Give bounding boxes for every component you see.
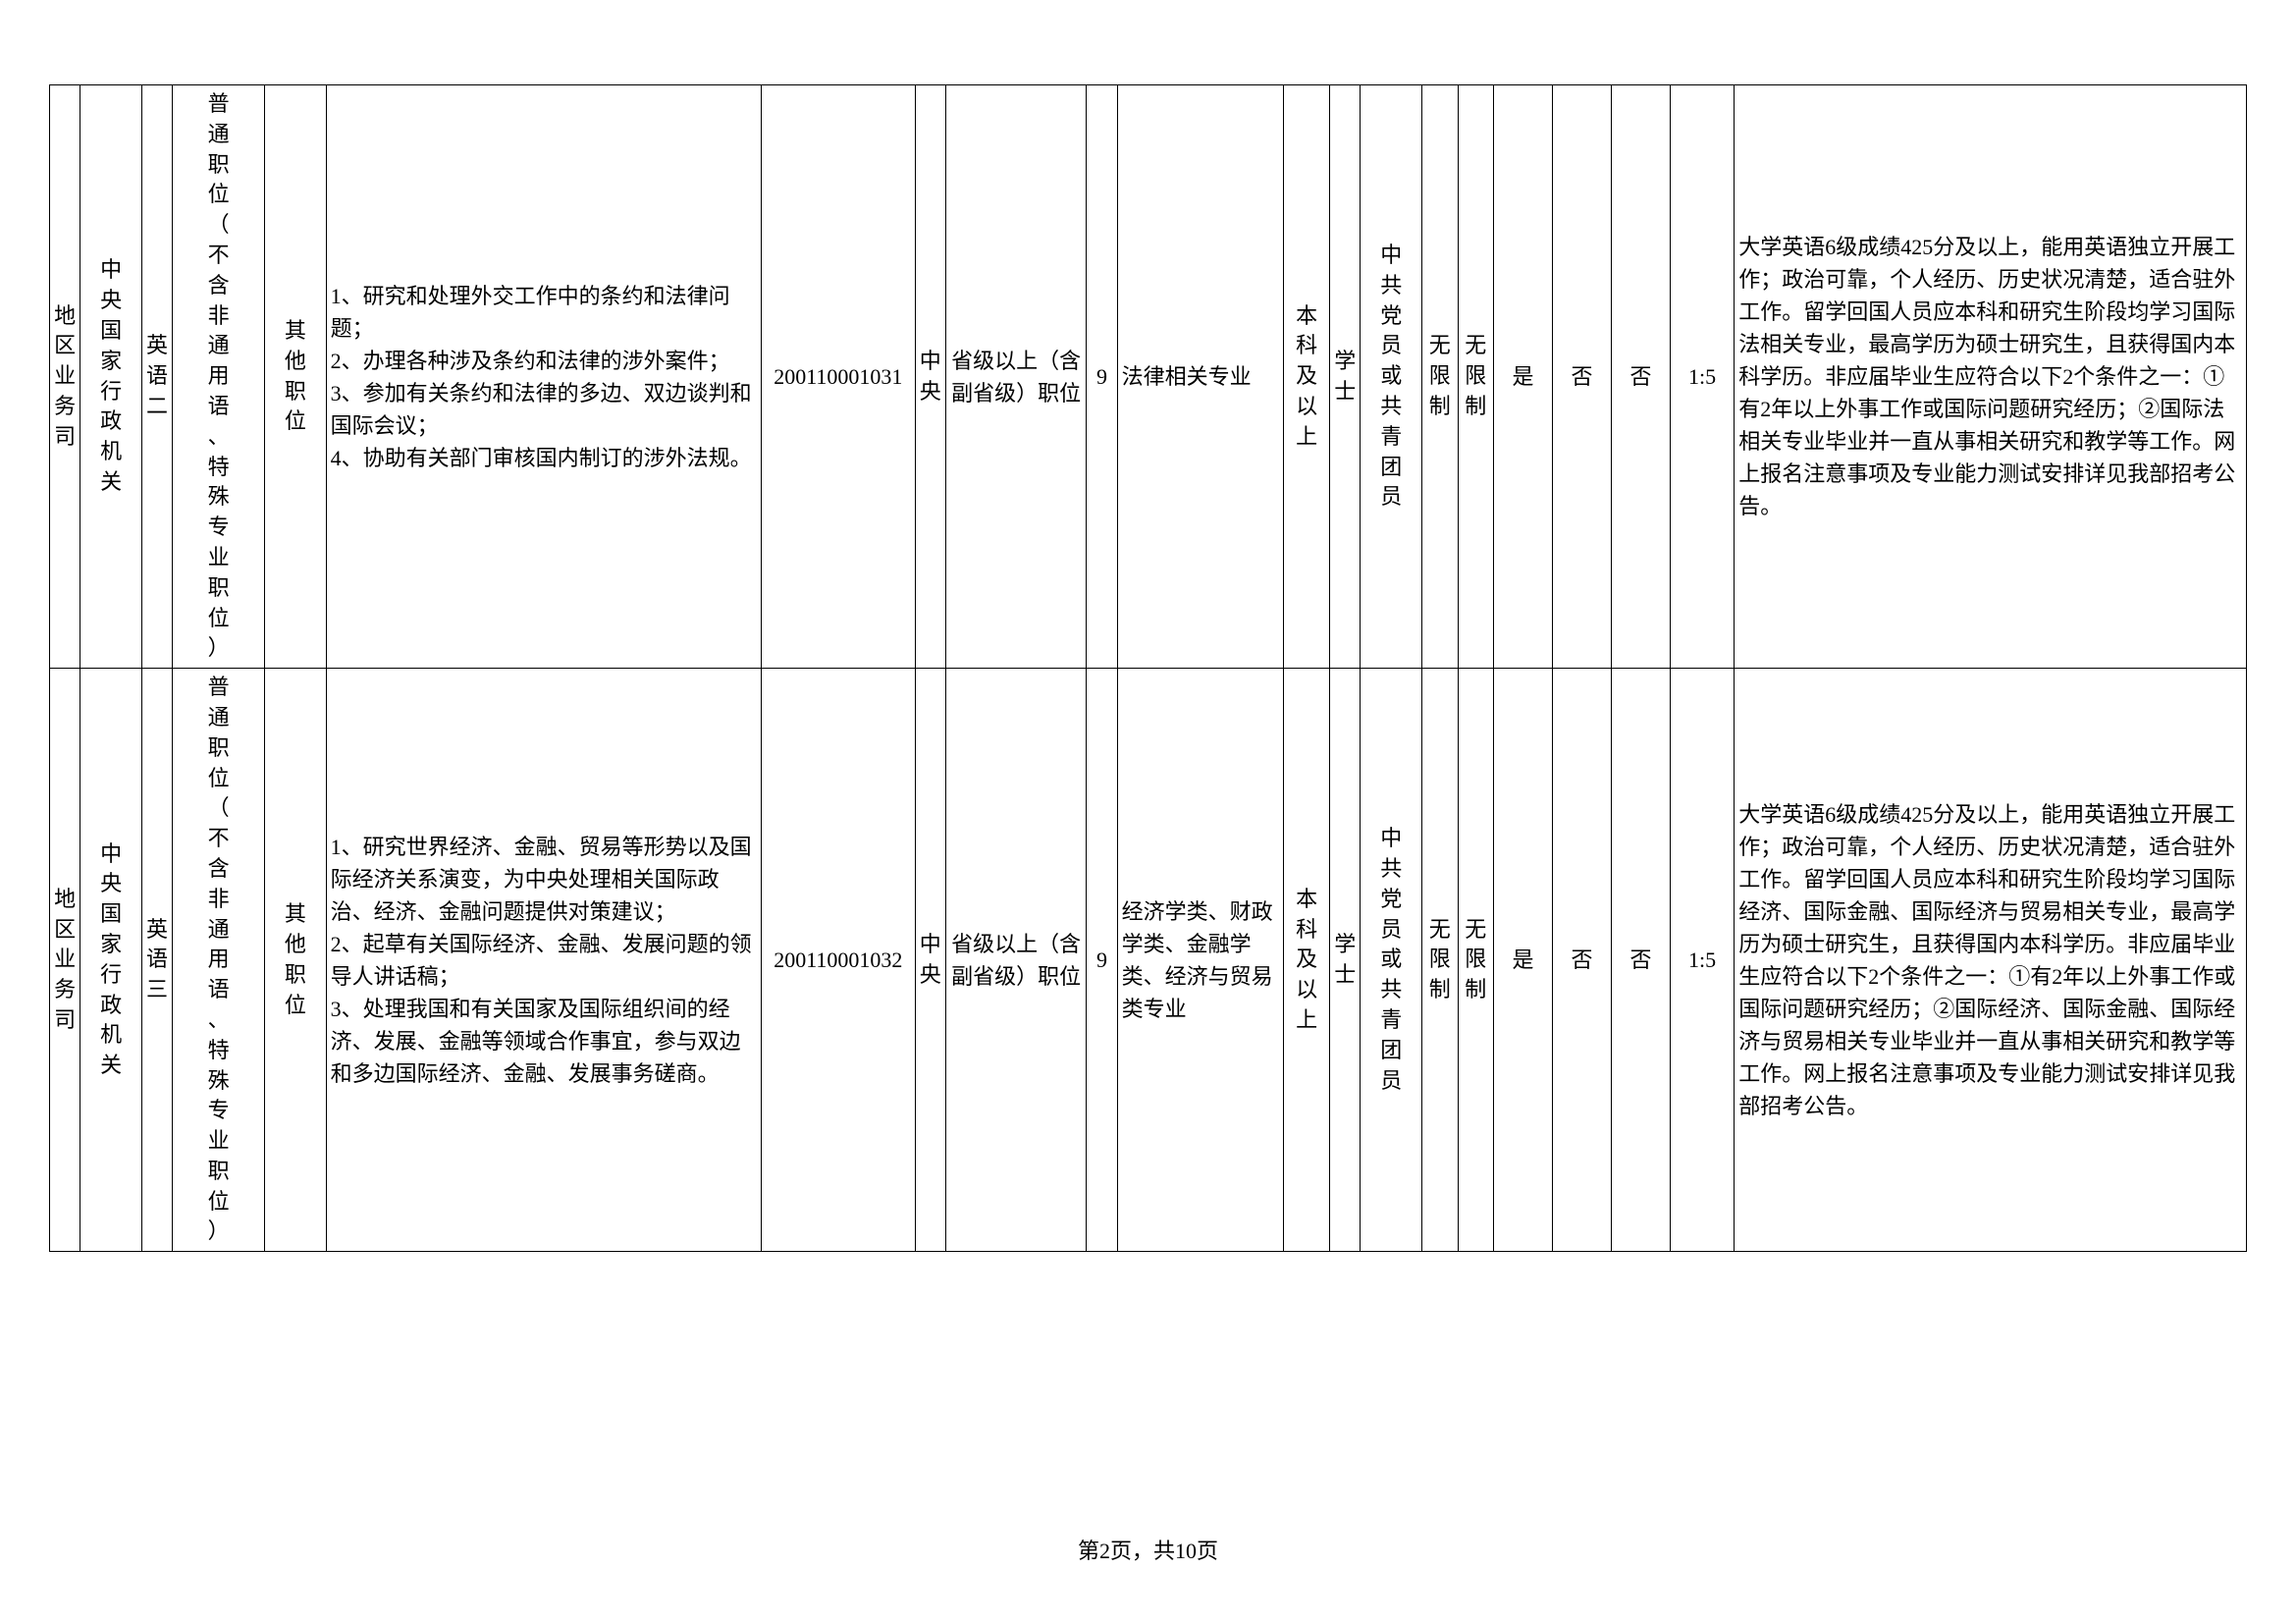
table-cell: 地区业务司: [50, 85, 80, 669]
table-cell: 大学英语6级成绩425分及以上，能用英语独立开展工作；政治可靠，个人经历、历史状…: [1735, 669, 2247, 1252]
table-cell: 本科及以上: [1284, 85, 1330, 669]
table-cell: 否: [1612, 85, 1671, 669]
table-cell: 本科及以上: [1284, 669, 1330, 1252]
table-cell: 中共党员或共青团员: [1361, 669, 1422, 1252]
table-cell: 无限制: [1458, 669, 1494, 1252]
table-cell: 1:5: [1670, 85, 1734, 669]
table-cell: 否: [1553, 85, 1612, 669]
table-cell: 其他职位: [265, 85, 327, 669]
table-cell: 否: [1553, 669, 1612, 1252]
table-cell: 是: [1494, 669, 1553, 1252]
table-cell: 地区业务司: [50, 669, 80, 1252]
table-cell: 1、研究和处理外交工作中的条约和法律问题；2、办理各种涉及条约和法律的涉外案件；…: [326, 85, 761, 669]
table-cell: 省级以上（含副省级）职位: [945, 85, 1086, 669]
table-cell: 无限制: [1458, 85, 1494, 669]
table-cell: 中央国家行政机关: [80, 669, 142, 1252]
table-row: 地区业务司中央国家行政机关英语二普通职位（不含非通用语、特殊专业职位）其他职位1…: [50, 85, 2247, 669]
table-cell: 中央: [915, 85, 945, 669]
page-number: 第2页，共10页: [1078, 1539, 1218, 1563]
table-cell: 1:5: [1670, 669, 1734, 1252]
table-cell: 9: [1087, 669, 1117, 1252]
table-cell: 英语三: [141, 669, 172, 1252]
table-cell: 普通职位（不含非通用语、特殊专业职位）: [173, 669, 265, 1252]
table-cell: 200110001032: [762, 669, 916, 1252]
table-cell: 普通职位（不含非通用语、特殊专业职位）: [173, 85, 265, 669]
table-cell: 1、研究世界经济、金融、贸易等形势以及国际经济关系演变，为中央处理相关国际政治、…: [326, 669, 761, 1252]
table-cell: 学士: [1330, 85, 1361, 669]
table-cell: 英语二: [141, 85, 172, 669]
table-cell: 200110001031: [762, 85, 916, 669]
table-cell: 法律相关专业: [1117, 85, 1284, 669]
table-cell: 中共党员或共青团员: [1361, 85, 1422, 669]
table-cell: 经济学类、财政学类、金融学类、经济与贸易类专业: [1117, 669, 1284, 1252]
table-cell: 学士: [1330, 669, 1361, 1252]
table-cell: 是: [1494, 85, 1553, 669]
table-cell: 无限制: [1422, 85, 1459, 669]
table-cell: 否: [1612, 669, 1671, 1252]
page-footer: 第2页，共10页: [0, 1534, 2296, 1565]
data-table: 地区业务司中央国家行政机关英语二普通职位（不含非通用语、特殊专业职位）其他职位1…: [49, 84, 2247, 1252]
table-cell: 其他职位: [265, 669, 327, 1252]
table-cell: 9: [1087, 85, 1117, 669]
table-cell: 中央国家行政机关: [80, 85, 142, 669]
page-container: 地区业务司中央国家行政机关英语二普通职位（不含非通用语、特殊专业职位）其他职位1…: [0, 0, 2296, 1252]
table-cell: 中央: [915, 669, 945, 1252]
table-cell: 无限制: [1422, 669, 1459, 1252]
table-cell: 大学英语6级成绩425分及以上，能用英语独立开展工作；政治可靠，个人经历、历史状…: [1735, 85, 2247, 669]
table-row: 地区业务司中央国家行政机关英语三普通职位（不含非通用语、特殊专业职位）其他职位1…: [50, 669, 2247, 1252]
table-cell: 省级以上（含副省级）职位: [945, 669, 1086, 1252]
